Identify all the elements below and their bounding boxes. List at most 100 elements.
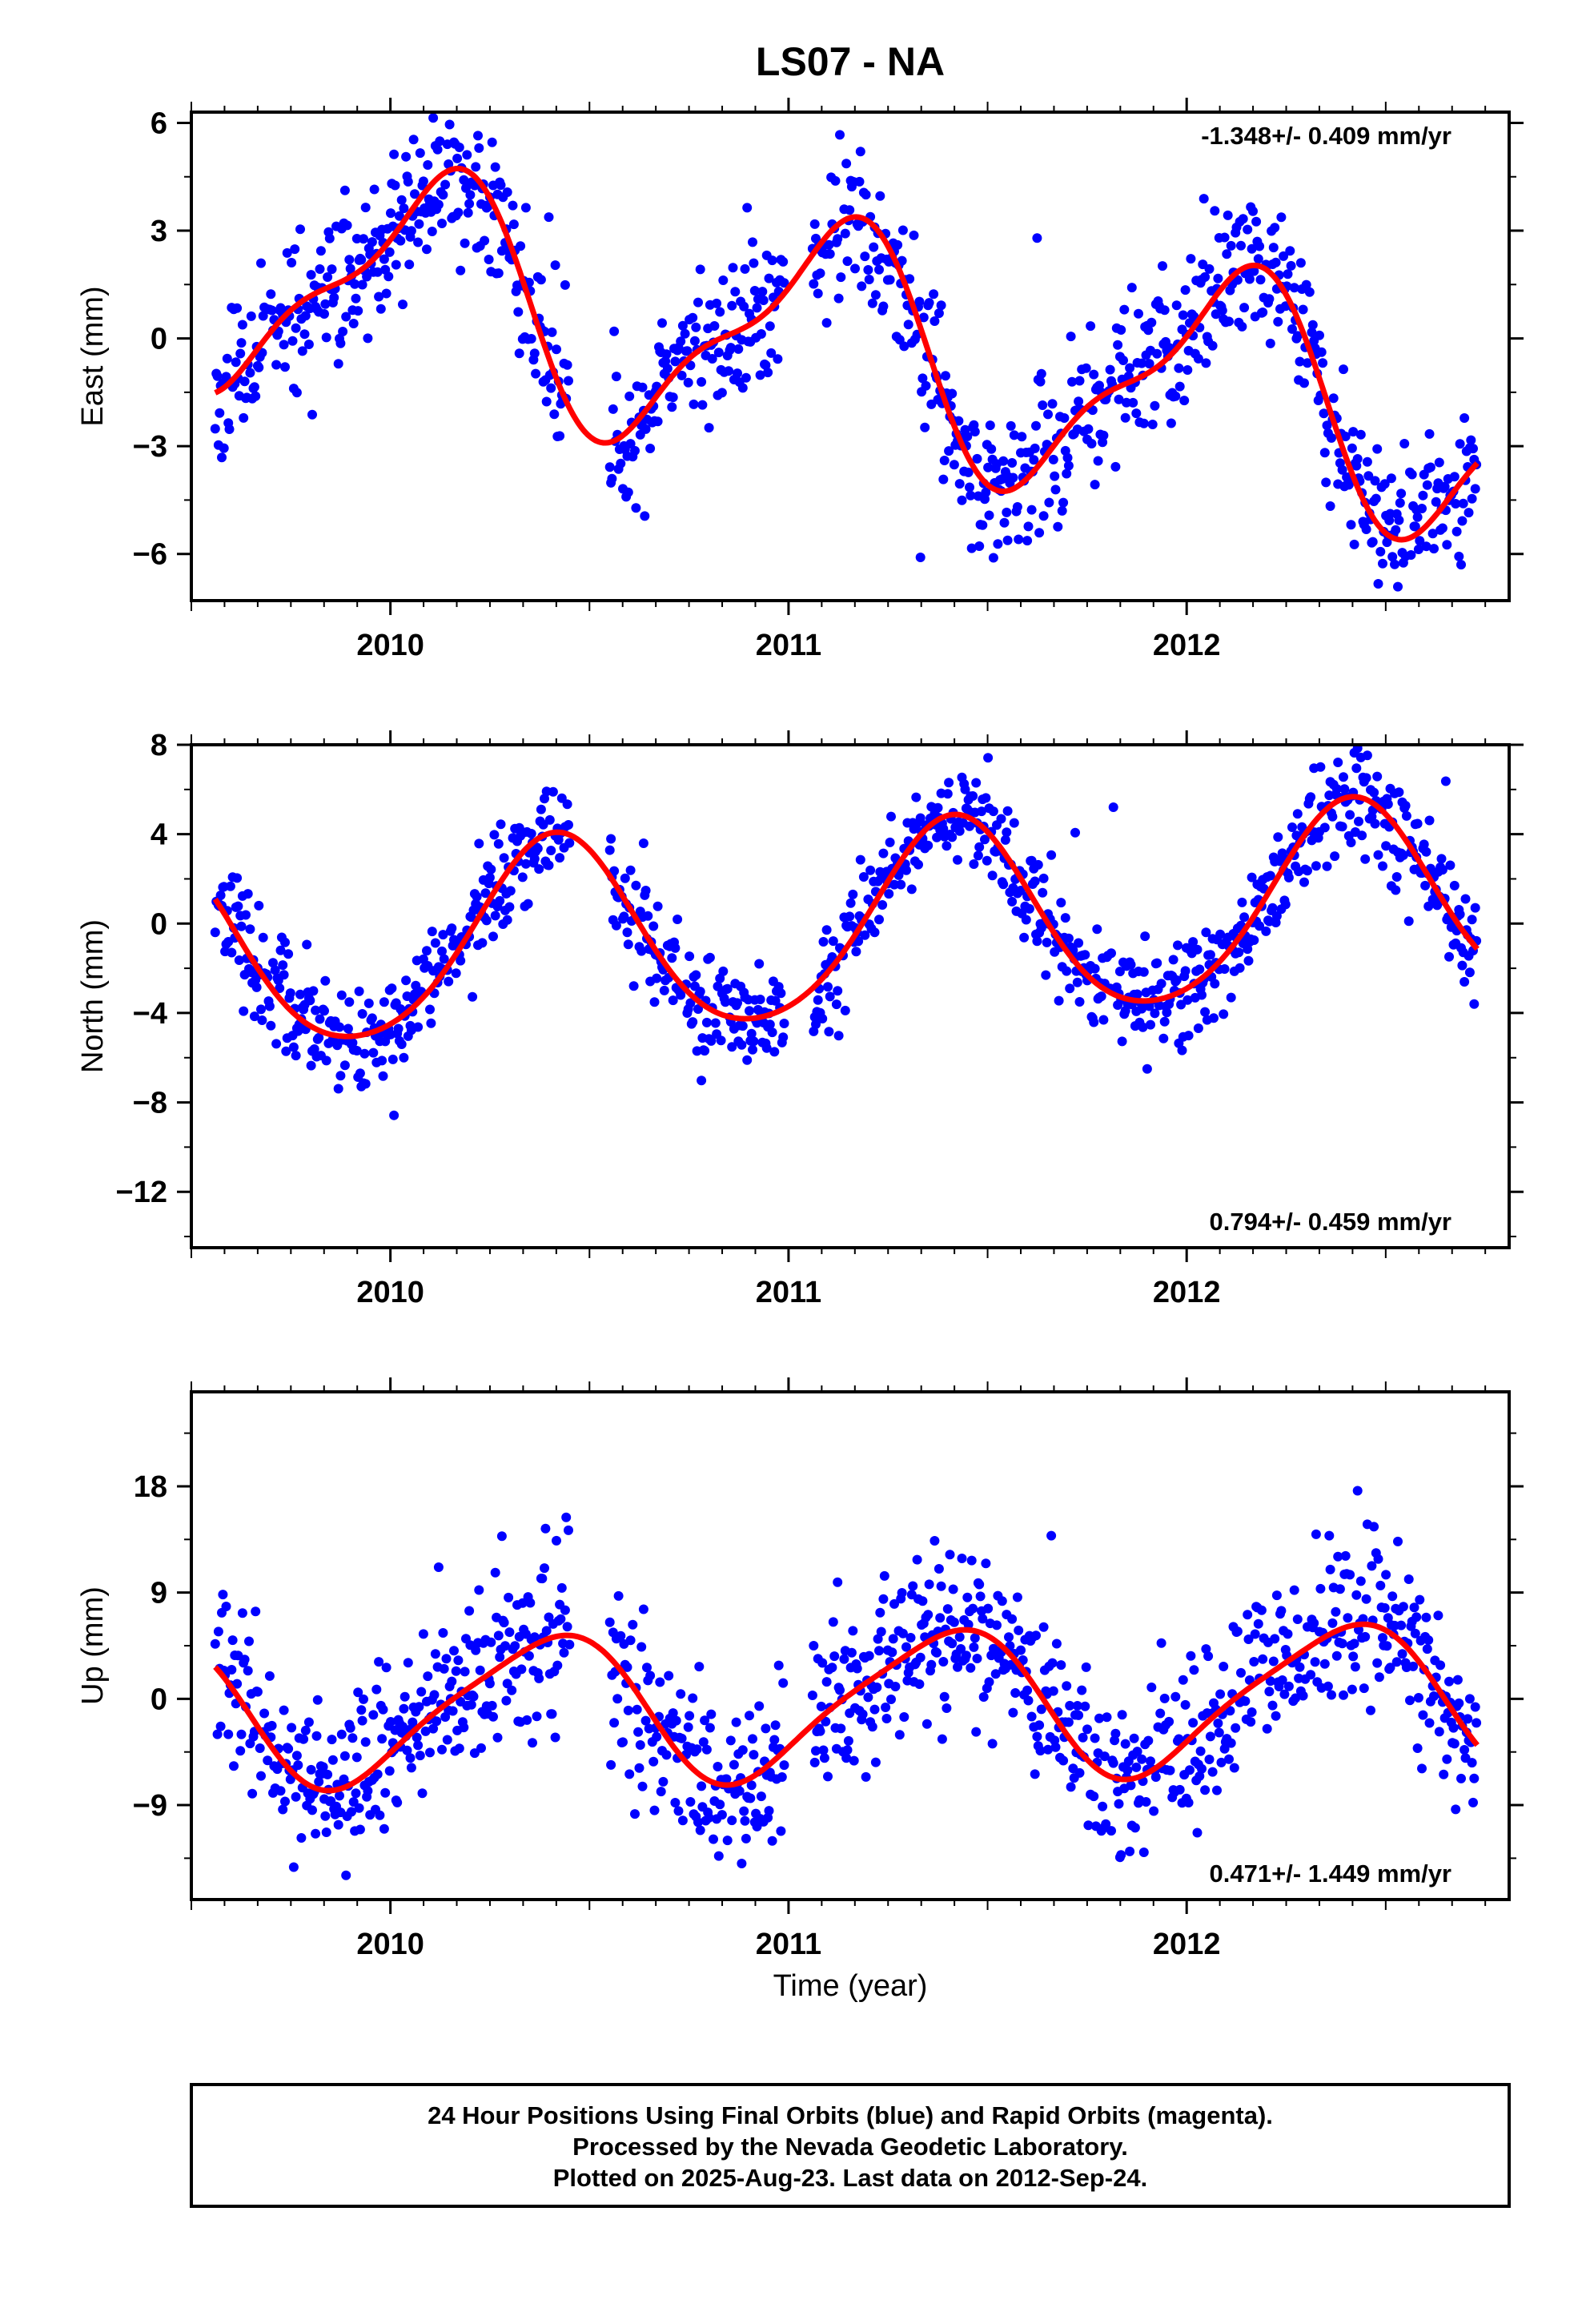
data-point-up bbox=[754, 1701, 765, 1711]
data-point-up bbox=[522, 1715, 532, 1725]
data-point-up bbox=[1051, 1638, 1062, 1649]
data-point-north bbox=[1016, 886, 1026, 895]
data-point-up bbox=[210, 1638, 220, 1649]
data-point-north bbox=[833, 986, 843, 996]
data-point-up bbox=[1030, 1769, 1040, 1779]
data-point-north bbox=[1046, 850, 1057, 860]
data-point-up bbox=[299, 1734, 309, 1744]
data-point-up bbox=[1324, 1530, 1335, 1541]
data-point-east bbox=[1174, 381, 1185, 392]
data-point-north bbox=[281, 1046, 291, 1056]
data-point-east bbox=[624, 391, 635, 401]
data-point-east bbox=[1118, 356, 1128, 365]
data-point-north bbox=[1193, 1023, 1203, 1033]
data-point-east bbox=[1002, 535, 1013, 545]
data-point-north bbox=[536, 804, 546, 814]
data-point-east bbox=[1390, 559, 1399, 569]
data-point-east bbox=[683, 377, 693, 388]
data-point-east bbox=[399, 203, 409, 214]
data-point-east bbox=[1053, 521, 1063, 532]
data-point-up bbox=[908, 1581, 918, 1591]
data-point-east bbox=[1035, 376, 1046, 387]
data-point-north bbox=[1065, 983, 1075, 994]
data-point-north bbox=[944, 778, 954, 788]
data-point-north bbox=[1215, 929, 1226, 939]
data-point-north bbox=[1180, 966, 1191, 976]
data-point-up bbox=[1249, 1657, 1259, 1667]
data-point-east bbox=[348, 319, 359, 328]
data-point-east bbox=[1089, 369, 1099, 380]
data-point-up bbox=[1131, 1762, 1142, 1772]
data-point-up bbox=[683, 1722, 693, 1732]
data-point-east bbox=[934, 308, 944, 319]
data-point-east bbox=[756, 329, 766, 339]
data-point-east bbox=[840, 228, 850, 239]
data-point-up bbox=[318, 1762, 328, 1772]
data-point-north bbox=[239, 1006, 249, 1016]
data-point-up bbox=[335, 1791, 344, 1801]
data-point-up bbox=[1350, 1662, 1360, 1672]
data-point-east bbox=[375, 304, 386, 314]
data-point-east bbox=[938, 474, 949, 485]
y-axis-label-up: Up (mm) bbox=[76, 1586, 110, 1705]
data-point-north bbox=[701, 1017, 712, 1027]
data-point-up bbox=[1418, 1710, 1428, 1720]
data-point-up bbox=[474, 1585, 484, 1595]
data-point-east bbox=[986, 444, 997, 454]
data-point-up bbox=[1375, 1580, 1386, 1590]
data-point-up bbox=[439, 1663, 449, 1674]
data-point-up bbox=[1215, 1689, 1226, 1699]
data-point-north bbox=[988, 806, 998, 817]
data-point-east bbox=[1287, 324, 1297, 334]
data-point-east bbox=[715, 307, 725, 317]
data-point-up bbox=[953, 1662, 962, 1672]
data-point-east bbox=[1074, 376, 1085, 386]
data-point-east bbox=[1442, 540, 1452, 550]
data-point-east bbox=[212, 371, 223, 381]
data-point-north bbox=[1063, 933, 1074, 943]
data-point-north bbox=[1437, 865, 1447, 875]
data-point-east bbox=[398, 300, 408, 310]
data-point-north bbox=[335, 1022, 344, 1032]
y-tick-label-east: −6 bbox=[133, 538, 167, 572]
data-point-up bbox=[1141, 1797, 1151, 1807]
data-point-east bbox=[396, 235, 406, 246]
data-point-north bbox=[258, 932, 268, 943]
data-point-north bbox=[468, 991, 478, 1002]
data-point-up bbox=[1464, 1694, 1475, 1704]
data-point-up bbox=[815, 1726, 825, 1736]
data-point-north bbox=[996, 814, 1006, 824]
data-point-east bbox=[423, 160, 433, 170]
data-point-east bbox=[1239, 303, 1250, 313]
data-point-up bbox=[835, 1685, 845, 1695]
data-point-north bbox=[998, 879, 1009, 890]
data-point-east bbox=[1026, 505, 1037, 515]
data-point-up bbox=[496, 1531, 507, 1542]
data-point-up bbox=[453, 1655, 464, 1666]
data-point-up bbox=[688, 1693, 698, 1703]
data-point-north bbox=[1239, 912, 1250, 923]
data-point-up bbox=[291, 1791, 301, 1802]
data-point-north bbox=[1090, 963, 1100, 974]
data-point-up bbox=[1367, 1561, 1377, 1571]
data-point-up bbox=[534, 1673, 544, 1683]
data-point-north bbox=[335, 1071, 346, 1081]
data-point-east bbox=[954, 416, 964, 426]
data-point-up bbox=[957, 1554, 967, 1563]
data-point-north bbox=[1062, 966, 1072, 976]
data-point-up bbox=[966, 1555, 977, 1566]
data-point-north bbox=[742, 1055, 753, 1065]
data-point-east bbox=[1180, 285, 1191, 296]
data-point-north bbox=[1401, 810, 1411, 821]
data-point-east bbox=[357, 279, 367, 290]
data-point-up bbox=[1219, 1662, 1229, 1671]
data-point-up bbox=[725, 1735, 736, 1746]
data-point-east bbox=[954, 479, 965, 489]
data-point-north bbox=[1424, 815, 1435, 826]
data-point-up bbox=[353, 1687, 363, 1698]
data-point-east bbox=[1292, 331, 1303, 341]
data-point-up bbox=[961, 1651, 971, 1661]
data-point-north bbox=[620, 873, 630, 883]
